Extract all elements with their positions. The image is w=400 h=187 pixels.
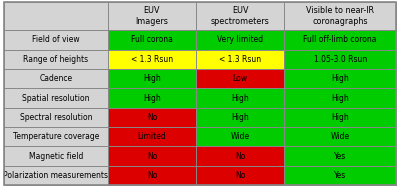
Bar [284, 146, 396, 166]
Bar [196, 88, 284, 108]
Text: Visible to near-IR
coronagraphs: Visible to near-IR coronagraphs [306, 6, 374, 26]
Bar [196, 127, 284, 146]
Bar [196, 30, 284, 50]
Bar [108, 50, 196, 69]
Bar [4, 50, 108, 69]
Text: Wide: Wide [330, 132, 350, 141]
Text: No: No [147, 152, 157, 161]
Bar [196, 146, 284, 166]
Bar [284, 50, 396, 69]
Bar [4, 30, 108, 50]
Bar [284, 69, 396, 88]
Bar [284, 88, 396, 108]
Text: Spectral resolution: Spectral resolution [20, 113, 92, 122]
Text: High: High [231, 113, 249, 122]
Bar [108, 166, 196, 185]
Bar [4, 2, 108, 30]
Text: Temperature coverage: Temperature coverage [13, 132, 99, 141]
Text: Limited: Limited [138, 132, 166, 141]
Text: High: High [231, 94, 249, 102]
Text: No: No [147, 171, 157, 180]
Bar [284, 108, 396, 127]
Bar [196, 69, 284, 88]
Bar [4, 166, 108, 185]
Bar [108, 30, 196, 50]
Bar [108, 108, 196, 127]
Text: No: No [235, 152, 245, 161]
Text: Field of view: Field of view [32, 36, 80, 45]
Text: Wide: Wide [231, 132, 250, 141]
Bar [108, 88, 196, 108]
Bar [196, 50, 284, 69]
Bar [4, 88, 108, 108]
Bar [196, 108, 284, 127]
Bar [4, 108, 108, 127]
Text: EUV
Imagers: EUV Imagers [136, 6, 168, 26]
Text: Spatial resolution: Spatial resolution [22, 94, 90, 102]
Text: High: High [331, 94, 349, 102]
Text: No: No [235, 171, 245, 180]
Text: Polarization measurements: Polarization measurements [4, 171, 108, 180]
Text: Full corona: Full corona [131, 36, 173, 45]
Text: High: High [331, 113, 349, 122]
Text: EUV
spectrometers: EUV spectrometers [211, 6, 270, 26]
Text: No: No [147, 113, 157, 122]
Text: Full off-limb corona: Full off-limb corona [303, 36, 377, 45]
Bar [196, 166, 284, 185]
Text: High: High [143, 94, 161, 102]
Bar [4, 127, 108, 146]
Text: Yes: Yes [334, 171, 346, 180]
Text: High: High [331, 74, 349, 83]
Text: Range of heights: Range of heights [23, 55, 88, 64]
Text: < 1.3 Rsun: < 1.3 Rsun [219, 55, 261, 64]
Bar [196, 2, 284, 30]
Text: Low: Low [233, 74, 248, 83]
Bar [4, 69, 108, 88]
Bar [284, 2, 396, 30]
Bar [108, 127, 196, 146]
Bar [108, 2, 196, 30]
Bar [284, 127, 396, 146]
Text: Magnetic field: Magnetic field [29, 152, 83, 161]
Bar [108, 69, 196, 88]
Text: Very limited: Very limited [217, 36, 263, 45]
Text: High: High [143, 74, 161, 83]
Text: < 1.3 Rsun: < 1.3 Rsun [131, 55, 173, 64]
Bar [284, 166, 396, 185]
Bar [284, 30, 396, 50]
Text: 1.05-3.0 Rsun: 1.05-3.0 Rsun [314, 55, 367, 64]
Text: Yes: Yes [334, 152, 346, 161]
Text: Cadence: Cadence [39, 74, 72, 83]
Bar [4, 146, 108, 166]
Bar [108, 146, 196, 166]
